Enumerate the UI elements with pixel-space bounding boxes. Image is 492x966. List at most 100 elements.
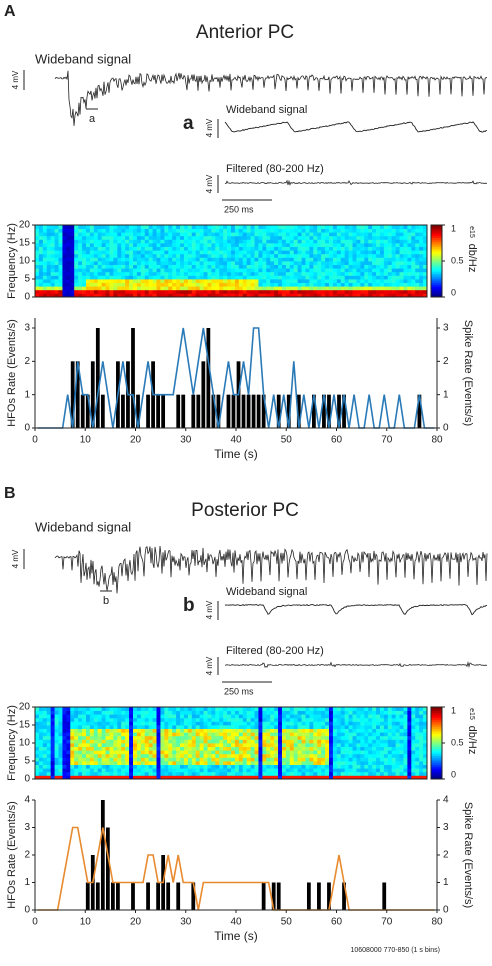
spectrogram-cell [419,750,424,755]
spectrogram-cell [266,261,271,265]
spectrogram-cell [121,761,126,765]
spectrogram-cell [329,746,334,751]
spectrogram-cell [105,289,110,294]
spectrogram-cell [58,279,63,283]
spectrogram-cell [336,268,342,273]
spectrogram-cell [113,717,118,722]
spectrogram-cell [262,279,267,283]
spectrogram-cell [246,243,251,247]
spectrogram-cell [379,725,385,729]
spectrogram-cell [415,232,420,237]
spectrogram-cell [89,264,95,269]
spectrogram-cell [176,243,181,247]
spectrogram-cell [74,275,79,280]
spectrogram-cell [101,721,106,726]
spectrogram-cell [203,710,208,715]
spectrogram-cell [35,228,40,233]
spectrogram-cell [348,714,353,719]
spectrogram-cell [66,764,71,769]
spectrogram-cell [387,261,393,265]
spectrogram-cell [172,268,177,273]
spectrogram-cell [364,732,369,737]
inset-filtered-trace [224,179,488,186]
spectrogram-cell [109,746,114,751]
spectrogram-cell [105,235,110,240]
spectrogram-cell [172,757,177,762]
spectrogram-cell [379,264,385,269]
spectrogram-cell [156,753,161,758]
spectrogram-cell [399,764,404,769]
spectrogram-cell [419,268,424,273]
spectrogram-cell [183,717,189,722]
spectrogram-cell [117,725,122,729]
spectrogram-cell [372,286,377,291]
spectrogram-cell [356,728,361,733]
spectrogram-cell [321,246,326,251]
spectrogram-cell [82,768,87,773]
spectrogram-cell [168,743,173,747]
spectrogram-cell [191,725,197,729]
spectrogram-cell [35,246,40,251]
spectrogram-cell [109,250,114,255]
spectrogram-cell [105,286,110,291]
spectrogram-cell [423,771,428,776]
spectrogram-cell [387,753,393,758]
spectrogram-cell [289,714,295,719]
spectrogram-cell [129,717,134,722]
spectrogram-cell [129,725,134,729]
spectrogram-cell [281,732,287,737]
spectrogram-cell [183,732,189,737]
spectrogram-cell [254,764,259,769]
spectrogram-cell [176,279,181,283]
spectrogram-cell [254,707,259,711]
spectrogram-cell [411,714,416,719]
spectrogram-cell [46,750,52,755]
spectrogram-cell [309,753,314,758]
spectrogram-cell [172,775,177,780]
spectrogram-cell [105,743,110,747]
spectrogram-cell [238,264,244,269]
hfo-bar [261,394,266,428]
spectrogram-cell [332,282,338,287]
spectrogram-cell [195,728,201,733]
spectrogram-cell [262,714,267,719]
spectrogram-cell [250,293,255,298]
spectrogram-cell [309,257,314,262]
spectrogram-cell [250,750,255,755]
spectrogram-cell [164,764,169,769]
spectrogram-cell [293,257,299,262]
spectrogram-cell [85,275,91,280]
spectrogram-cell [411,725,416,729]
spectrogram-cell [117,753,122,758]
spectrogram-cell [274,228,279,233]
spectrogram-cell [97,232,103,237]
spectrogram-cell [250,761,255,765]
spectrogram-cell [144,753,150,758]
spectrogram-cell [305,246,310,251]
spectrogram-cell [246,225,251,229]
spectrogram-cell [376,761,381,765]
spectrogram-cell [82,257,87,262]
y2-tick-label: 3 [443,822,449,833]
spectrogram-cell [238,246,244,251]
spectrogram-cell [262,253,267,258]
spectrogram-cell [176,757,181,762]
spectrogram-cell [199,257,204,262]
spectrogram-cell [364,739,369,744]
spectrogram-cell [211,282,216,287]
spectrogram-cell [379,717,385,722]
spectrogram-cell [215,753,220,758]
spectrogram-cell [372,739,377,744]
spectrogram-cell [266,750,271,755]
spectrogram-cell [285,264,291,269]
colorbar-cell [431,759,442,762]
spectrogram-cell [148,710,153,715]
colorbar-cell [431,708,442,711]
spectrogram-cell [109,279,114,283]
spectrogram-cell [183,710,189,715]
spectrogram-cell [372,264,377,269]
panel-title: Anterior PC [196,22,294,43]
spectrogram-cell [372,275,377,280]
spectrogram-cell [35,757,40,762]
spectrogram-cell [313,293,318,298]
